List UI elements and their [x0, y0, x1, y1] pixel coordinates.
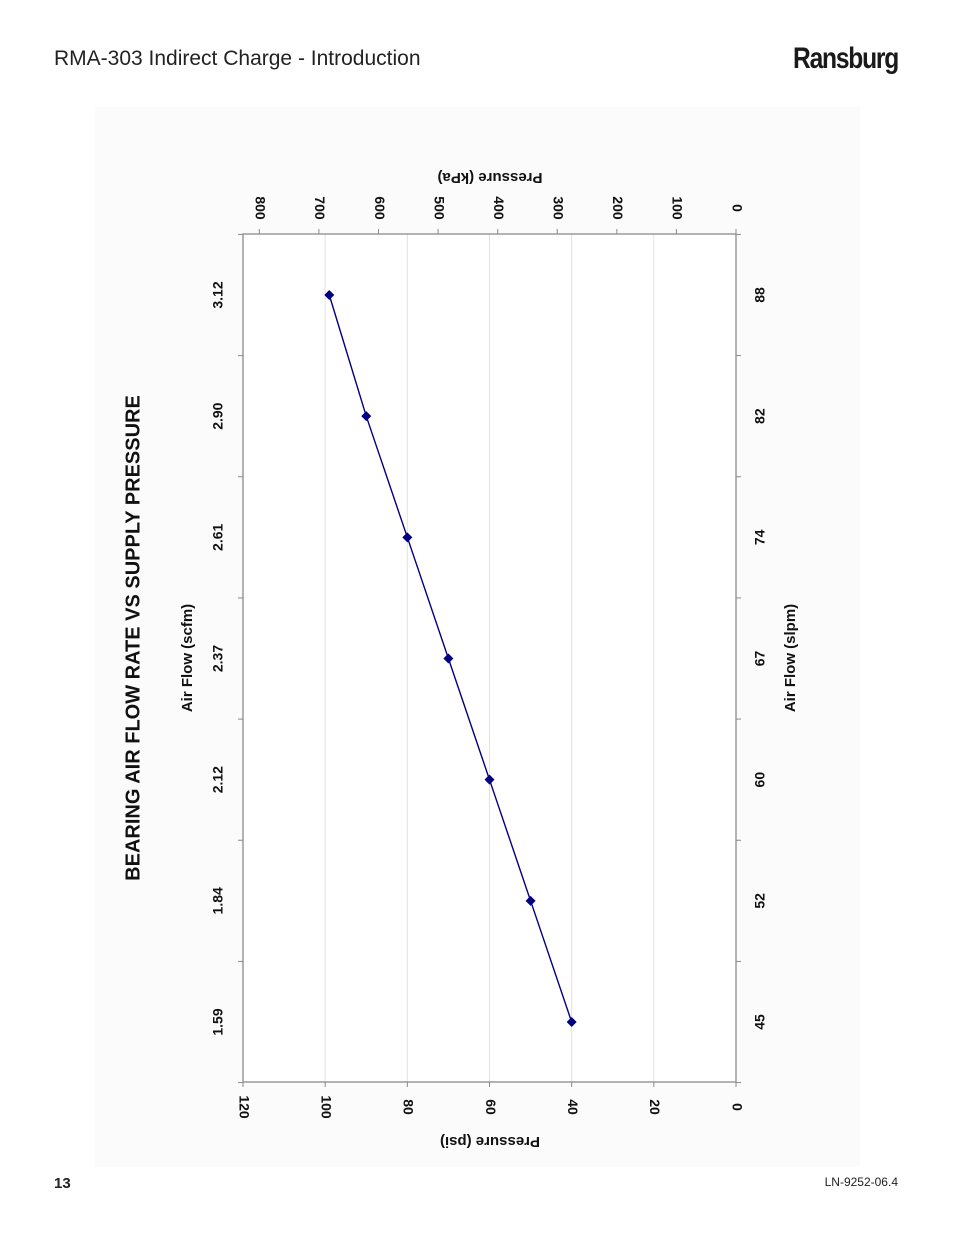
- slpm-axis-title: Air Flow (slpm): [782, 604, 799, 712]
- scfm-tick-label: 2.37: [210, 645, 226, 672]
- psi-tick-label: 20: [647, 1099, 663, 1115]
- kpa-tick-label: 700: [312, 196, 328, 220]
- slpm-tick-label: 74: [752, 529, 768, 545]
- kpa-tick-label: 0: [729, 204, 745, 212]
- psi-axis-title: Pressure (psi): [440, 1133, 540, 1150]
- page-header-title: RMA-303 Indirect Charge - Introduction: [54, 47, 421, 70]
- psi-tick-label: 60: [483, 1099, 499, 1115]
- data-point: [402, 532, 413, 543]
- psi-tick-label: 0: [729, 1103, 745, 1111]
- kpa-tick-label: 500: [431, 196, 447, 220]
- page-number: 13: [54, 1175, 71, 1192]
- data-point: [443, 653, 454, 664]
- scfm-tick-label: 1.84: [210, 887, 226, 914]
- data-point: [525, 895, 536, 906]
- data-point: [566, 1017, 577, 1027]
- slpm-tick-label: 82: [752, 408, 768, 424]
- psi-tick-label: 120: [236, 1095, 252, 1119]
- scfm-tick-label: 3.12: [210, 281, 226, 308]
- scfm-tick-label: 2.12: [210, 766, 226, 793]
- kpa-tick-label: 200: [610, 196, 626, 220]
- psi-tick-label: 100: [318, 1095, 334, 1119]
- scfm-axis-title: Air Flow (scfm): [179, 604, 196, 712]
- slpm-tick-label: 45: [752, 1014, 768, 1030]
- scfm-tick-label: 2.90: [210, 402, 226, 429]
- data-point: [484, 774, 495, 785]
- document-code: LN-9252-06.4: [824, 1175, 898, 1189]
- kpa-tick-label: 400: [491, 196, 507, 220]
- chart-panel: 0 20 40 60 80 100 120 0 100 200 300 400 500 600 700 800…: [95, 107, 860, 1167]
- data-point: [324, 290, 335, 300]
- slpm-tick-label: 88: [752, 287, 768, 303]
- kpa-tick-label: 100: [670, 196, 686, 220]
- data-point: [361, 411, 372, 422]
- kpa-tick-label: 600: [372, 196, 388, 220]
- kpa-axis-title: Pressure (kPa): [437, 169, 542, 186]
- slpm-tick-label: 52: [752, 893, 768, 909]
- chart-title: BEARING AIR FLOW RATE VS SUPPLY PRESSURE: [122, 395, 144, 881]
- scfm-tick-label: 1.59: [210, 1008, 226, 1035]
- bearing-air-flow-chart: 0 20 40 60 80 100 120 0 100 200 300 400 500 600 700 800…: [122, 169, 799, 1150]
- brand-logo: Ransburg: [793, 42, 899, 75]
- kpa-tick-label: 800: [253, 196, 269, 220]
- kpa-tick-label: 300: [551, 196, 567, 220]
- psi-tick-label: 40: [565, 1099, 581, 1115]
- scfm-tick-label: 2.61: [210, 523, 226, 550]
- slpm-tick-label: 60: [752, 772, 768, 788]
- psi-tick-label: 80: [401, 1099, 417, 1115]
- slpm-tick-label: 67: [752, 651, 768, 667]
